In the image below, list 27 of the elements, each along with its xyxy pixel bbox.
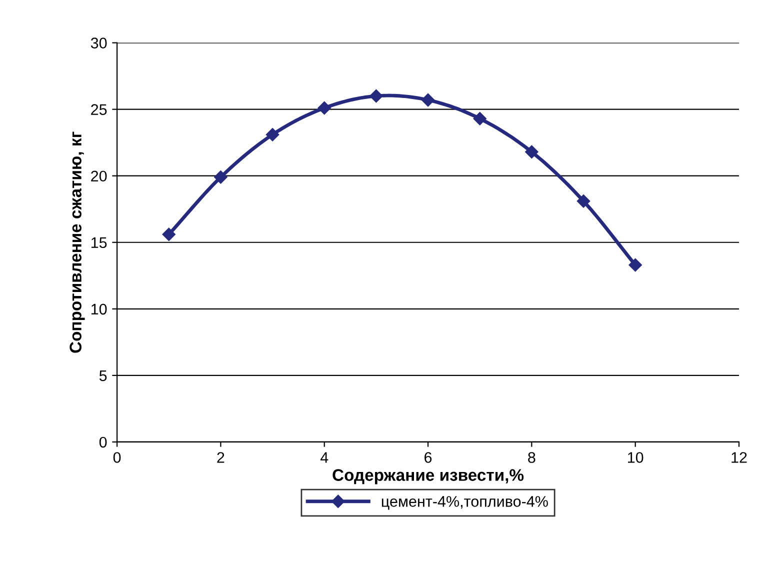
y-tick-label: 15 (91, 237, 107, 248)
x-tick-label: 12 (732, 452, 747, 463)
x-tick-label: 6 (424, 452, 432, 463)
point (370, 89, 383, 103)
point (266, 128, 280, 142)
point (214, 170, 228, 184)
point (318, 101, 331, 115)
point (473, 112, 486, 126)
y-tick-label: 10 (91, 304, 107, 315)
y-tick-label: 30 (90, 38, 107, 48)
x-tick-label: 0 (113, 452, 121, 463)
y-tick-label: 5 (99, 370, 107, 382)
point (576, 194, 590, 208)
x-tick-label: 4 (320, 452, 328, 463)
point (162, 228, 176, 241)
y-tick-label: 0 (99, 436, 107, 448)
y-tick-label: 20 (91, 170, 107, 182)
x-tick-label: 8 (528, 452, 536, 463)
y-tick-label: 25 (91, 104, 107, 115)
y-axis-title: Сопротивление сжатию, кг (70, 132, 85, 353)
point (525, 145, 538, 158)
x-tick-label: 2 (217, 452, 224, 463)
x-axis-title: Содержание извести,% (332, 469, 524, 484)
x-tick-label: 10 (628, 452, 644, 463)
legend-label: цемент-4%,топливо-4% (382, 496, 548, 510)
point (421, 93, 435, 107)
point (628, 258, 642, 272)
